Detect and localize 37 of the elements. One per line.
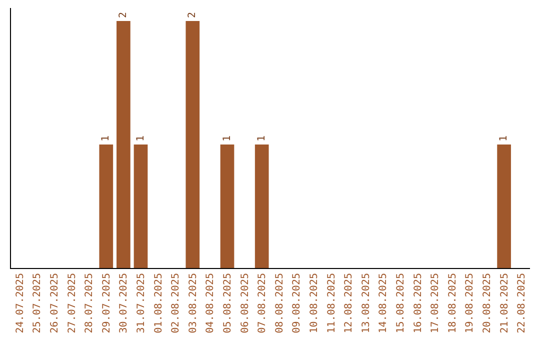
x-tick-label: 04.08.2025: [205, 273, 216, 334]
x-tick-label: 07.08.2025: [257, 273, 268, 334]
data-label: 2: [187, 12, 198, 18]
x-tick-label: 08.08.2025: [274, 273, 286, 334]
x-tick-label: 21.08.2025: [499, 273, 510, 334]
x-tick-label: 25.07.2025: [32, 273, 44, 334]
x-tick-label: 30.07.2025: [118, 273, 130, 334]
x-tick-label: 29.07.2025: [101, 273, 112, 334]
data-label: 1: [222, 135, 233, 142]
x-tick-label: 16.08.2025: [412, 273, 424, 334]
data-label: 2: [118, 12, 129, 18]
data-label: 1: [100, 135, 112, 142]
x-tick-label: 28.07.2025: [84, 273, 96, 334]
x-tick-label: 15.08.2025: [396, 273, 406, 334]
x-tick-label: 17.08.2025: [430, 273, 442, 334]
x-tick-label: 02.08.2025: [170, 273, 182, 334]
x-tick-label: 01.08.2025: [153, 273, 164, 334]
x-tick-label: 10.08.2025: [309, 273, 320, 334]
x-tick-label: 22.08.2025: [516, 273, 528, 334]
x-tick-label: 19.08.2025: [464, 273, 476, 334]
data-label: 1: [256, 135, 268, 142]
x-tick-label: 13.08.2025: [360, 273, 372, 334]
x-tick-label: 24.07.2025: [14, 273, 26, 334]
x-tick-label: 12.08.2025: [344, 273, 355, 334]
x-tick-label: 26.07.2025: [50, 273, 60, 334]
x-tick-label: 18.08.2025: [447, 273, 458, 334]
data-label: 1: [498, 135, 510, 142]
x-tick-label: 09.08.2025: [292, 273, 303, 334]
x-tick-label: 14.08.2025: [378, 273, 390, 334]
x-tick-label: 06.08.2025: [240, 273, 251, 334]
x-tick-label: 27.07.2025: [66, 273, 78, 334]
x-tick-label: 31.07.2025: [136, 273, 147, 334]
x-tick-label: 05.08.2025: [222, 273, 234, 334]
x-tick-label: 03.08.2025: [188, 273, 199, 334]
x-tick-label: 11.08.2025: [326, 273, 338, 334]
data-label: 1: [135, 135, 146, 142]
x-tick-label: 20.08.2025: [482, 273, 493, 334]
